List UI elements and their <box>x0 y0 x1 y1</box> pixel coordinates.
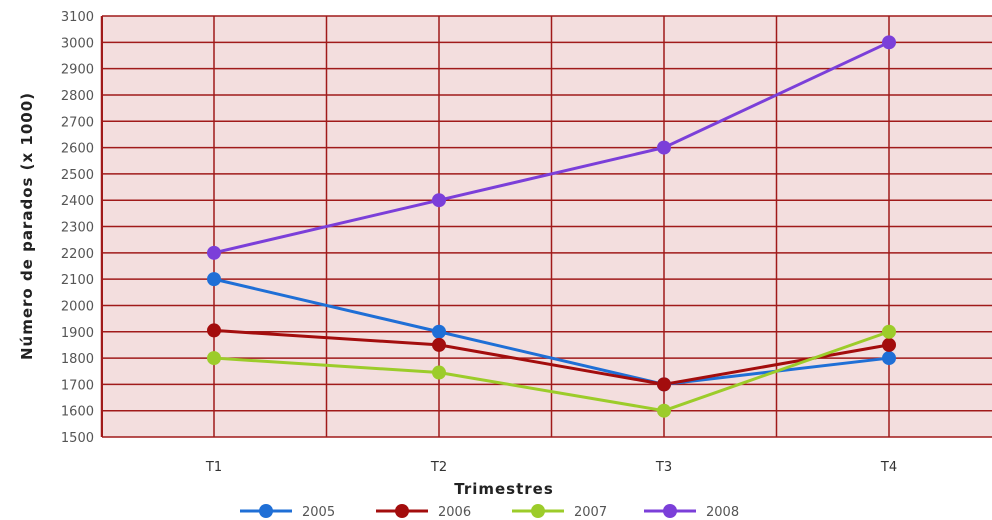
x-tick-label: T1 <box>205 460 222 475</box>
y-tick-labels: 1500 1600 1700 1800 1900 2000 2100 2200 2300 2400… <box>61 10 94 446</box>
legend-marker <box>531 504 545 518</box>
legend-item-2005: 2005 <box>240 504 335 520</box>
y-tick-label: 1800 <box>61 352 94 367</box>
legend-label: 2005 <box>302 505 335 520</box>
y-tick-label: 2400 <box>61 194 94 209</box>
data-point-2008 <box>432 193 446 208</box>
y-tick-label: 2700 <box>61 115 94 130</box>
y-tick-label: 2500 <box>61 168 94 183</box>
y-tick-label: 3100 <box>61 10 94 25</box>
legend-label: 2006 <box>438 505 471 520</box>
y-tick-label: 2900 <box>61 63 94 78</box>
y-tick-label: 2300 <box>61 221 94 236</box>
y-tick-label: 2200 <box>61 247 94 262</box>
legend-marker <box>259 504 273 518</box>
x-tick-label: T4 <box>880 460 897 475</box>
data-point-2007 <box>432 365 446 380</box>
legend-label: 2007 <box>574 505 607 520</box>
y-tick-label: 1600 <box>61 405 94 420</box>
y-tick-label: 1900 <box>61 326 94 341</box>
data-point-2008 <box>657 140 671 155</box>
legend-marker <box>395 504 409 518</box>
data-point-2007 <box>882 324 896 339</box>
data-point-2008 <box>207 245 221 260</box>
x-tick-label: T3 <box>655 460 672 475</box>
y-tick-label: 1500 <box>61 431 94 446</box>
data-point-2007 <box>207 351 221 366</box>
data-point-2007 <box>657 403 671 418</box>
y-tick-label: 3000 <box>61 36 94 51</box>
x-tick-labels: T1 T2 T3 T4 <box>205 460 897 475</box>
data-point-2005 <box>207 272 221 287</box>
data-point-2008 <box>882 35 896 50</box>
series-line-2008 <box>213 40 890 255</box>
x-tick-label: T2 <box>430 460 447 475</box>
data-point-2005 <box>432 324 446 339</box>
legend-marker <box>663 504 677 518</box>
legend-item-2006: 2006 <box>376 504 471 520</box>
y-tick-label: 2600 <box>61 142 94 157</box>
legend-label: 2008 <box>706 505 739 520</box>
data-point-2006 <box>882 337 896 352</box>
series-group <box>207 35 896 418</box>
data-point-2006 <box>432 337 446 352</box>
y-tick-label: 1700 <box>61 378 94 393</box>
data-point-2005 <box>882 351 896 366</box>
legend-item-2007: 2007 <box>512 504 607 520</box>
series-line-2007 <box>213 330 890 413</box>
y-axis-title: Número de parados (x 1000) <box>18 92 36 360</box>
y-tick-label: 2000 <box>61 299 94 314</box>
x-axis-title: Trimestres <box>454 480 554 498</box>
legend: 2005 2006 2007 2008 <box>240 504 739 520</box>
legend-item-2008: 2008 <box>644 504 739 520</box>
y-tick-label: 2100 <box>61 273 94 288</box>
data-point-2006 <box>207 323 221 338</box>
series-line-2006 <box>213 328 890 386</box>
y-tick-label: 2800 <box>61 89 94 104</box>
data-point-2006 <box>657 377 671 392</box>
